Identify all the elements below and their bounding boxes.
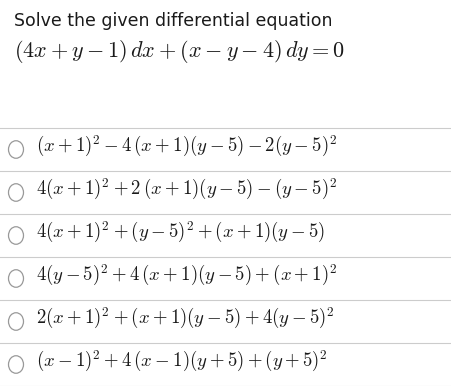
Text: $2(x + 1)^2 + (x + 1)(y - 5) + 4(y - 5)^2$: $2(x + 1)^2 + (x + 1)(y - 5) + 4(y - 5)^… (36, 306, 335, 331)
Text: $4(x + 1)^2 + 2\,(x + 1)(y - 5) - (y - 5)^2$: $4(x + 1)^2 + 2\,(x + 1)(y - 5) - (y - 5… (36, 177, 337, 202)
Text: $4(y - 5)^2 + 4\,(x + 1)(y - 5) + (x + 1)^2$: $4(y - 5)^2 + 4\,(x + 1)(y - 5) + (x + 1… (36, 263, 337, 288)
Text: $(x - 1)^2 + 4\,(x - 1)(y + 5) + (y + 5)^2$: $(x - 1)^2 + 4\,(x - 1)(y + 5) + (y + 5)… (36, 349, 328, 374)
Text: $(4x + y - 1)\,dx + (x - y - 4)\,dy = 0$: $(4x + y - 1)\,dx + (x - y - 4)\,dy = 0$ (14, 38, 345, 65)
Text: $4(x + 1)^2 + (y - 5)^2 + (x + 1)(y - 5)$: $4(x + 1)^2 + (y - 5)^2 + (x + 1)(y - 5)… (36, 220, 325, 245)
Text: $(x + 1)^2 - 4\,(x + 1)(y - 5) - 2(y - 5)^2$: $(x + 1)^2 - 4\,(x + 1)(y - 5) - 2(y - 5… (36, 134, 337, 159)
Text: Solve the given differential equation: Solve the given differential equation (14, 12, 332, 30)
